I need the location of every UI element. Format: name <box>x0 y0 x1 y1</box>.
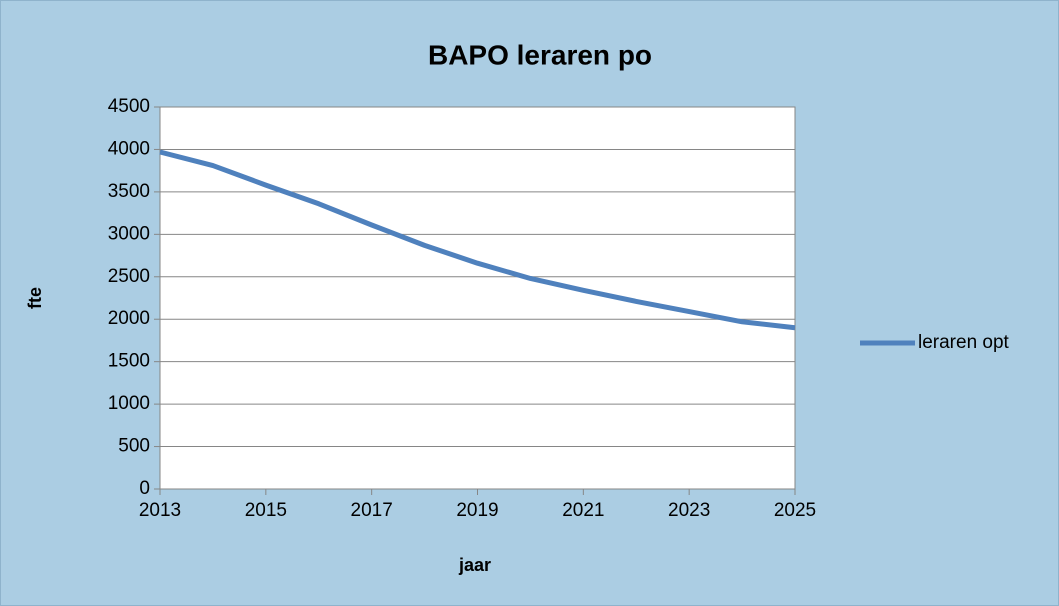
x-tick-label: 2019 <box>456 500 498 521</box>
x-tick-label: 2021 <box>562 500 604 521</box>
y-tick-label: 2500 <box>108 266 150 287</box>
y-tick-label: 3000 <box>108 223 150 244</box>
y-tick-label: 0 <box>139 478 150 499</box>
x-tick-label: 2013 <box>139 500 181 521</box>
plot-area <box>159 106 796 490</box>
y-tick-label: 4000 <box>108 138 150 159</box>
chart-title: BAPO leraren po <box>428 39 652 70</box>
x-axis-label: jaar <box>458 555 491 575</box>
data-line <box>159 149 796 331</box>
x-tick-label: 2025 <box>774 500 816 521</box>
x-tick-label: 2017 <box>351 500 393 521</box>
y-tick-label: 500 <box>118 436 150 457</box>
y-tick-label: 3500 <box>108 181 150 202</box>
y-axis-label: fte <box>25 287 45 309</box>
y-tick-label: 4500 <box>108 96 150 117</box>
y-tick-label: 1000 <box>108 393 150 414</box>
y-tick-label: 1500 <box>108 351 150 372</box>
x-tick-label: 2015 <box>245 500 287 521</box>
legend-label: leraren opt <box>918 332 1010 353</box>
x-tick-label: 2023 <box>668 500 710 521</box>
y-tick-label: 2000 <box>108 308 150 329</box>
